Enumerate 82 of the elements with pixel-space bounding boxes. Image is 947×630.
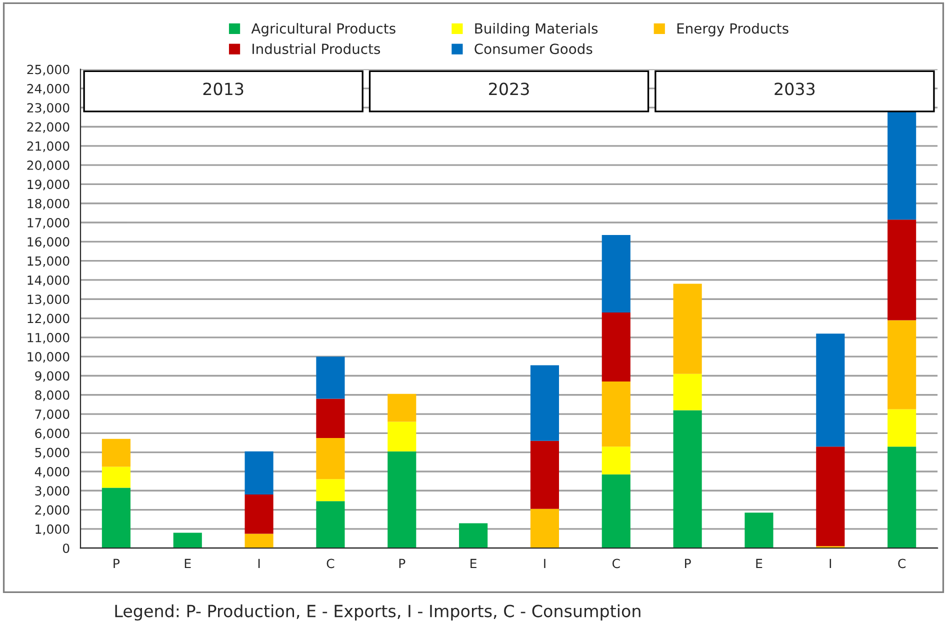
bar: [244, 534, 274, 548]
bar: [673, 284, 702, 374]
bar: [888, 446, 916, 548]
y-tick-label: 5,000: [35, 448, 70, 459]
x-tick-label: C: [612, 558, 620, 568]
x-tick-label: I: [258, 558, 260, 568]
x-tick-label: E: [184, 558, 191, 568]
bar: [673, 410, 702, 548]
bar: [459, 523, 488, 548]
bar: [816, 334, 845, 447]
legend-label: Consumer Goods: [474, 43, 592, 54]
bar: [102, 466, 130, 488]
bar: [888, 220, 916, 320]
bar: [602, 312, 630, 382]
annotation: 2023: [489, 82, 529, 96]
y-tick-label: 7,000: [35, 410, 70, 420]
bar: [316, 398, 345, 438]
bar: [102, 488, 130, 548]
y-tick-label: 14,000: [28, 275, 70, 286]
y-tick-label: 8,000: [35, 390, 70, 402]
y-tick-label: 0: [62, 544, 70, 554]
bar: [530, 508, 560, 548]
bar: [388, 422, 416, 452]
bar: [316, 501, 345, 548]
legend-label: Industrial Products: [252, 43, 380, 54]
y-tick-label: 23,000: [27, 103, 70, 114]
y-tick-label: 4,000: [34, 466, 70, 478]
x-tick-label: P: [399, 558, 406, 568]
x-tick-label: P: [685, 558, 691, 568]
x-tick-label: P: [114, 558, 120, 568]
y-tick-label: 2,000: [35, 505, 70, 516]
y-tick-label: 24,000: [27, 84, 70, 95]
y-tick-label: 18,000: [28, 198, 70, 210]
x-tick-label: I: [544, 558, 546, 568]
bar: [602, 234, 630, 313]
bar: [888, 409, 916, 447]
bar: [102, 438, 130, 467]
y-tick-label: 1,000: [36, 524, 70, 536]
bar: [244, 451, 274, 494]
bar: [388, 451, 416, 548]
bar: [673, 374, 702, 410]
bar: [888, 110, 916, 220]
text: Legend: P- Production, E - Exports, I - Imports, C - Consumption: [115, 604, 640, 621]
bar: [888, 320, 916, 410]
x-tick-label: I: [830, 558, 832, 568]
legend-label: Agricultural Products: [251, 22, 396, 36]
y-tick-label: 15,000: [28, 256, 70, 268]
y-tick-label: 22,000: [27, 122, 70, 133]
y-tick-label: 19,000: [28, 180, 70, 190]
y-tick-label: 17,000: [28, 218, 70, 229]
bar: [388, 394, 416, 422]
y-tick-label: 20,000: [27, 160, 70, 172]
x-tick-label: E: [756, 558, 762, 568]
y-tick-label: 16,000: [28, 237, 70, 248]
bar: [316, 479, 345, 502]
x-tick-label: E: [470, 558, 476, 568]
y-tick-label: 25,000: [27, 64, 70, 76]
y-tick-label: 6,000: [35, 428, 70, 440]
y-tick-label: 10,000: [28, 352, 70, 363]
legend-label: Building Materials: [475, 22, 598, 36]
y-tick-label: 12,000: [28, 314, 70, 324]
bar: [602, 474, 630, 548]
bar: [316, 356, 345, 399]
bar: [602, 381, 630, 447]
y-tick-label: 9,000: [35, 371, 70, 382]
bar: [530, 440, 560, 509]
x-tick-label: C: [326, 558, 334, 568]
y-tick-label: 11,000: [28, 332, 70, 344]
bar: [173, 532, 202, 548]
bar: [816, 446, 845, 546]
bar: [744, 512, 774, 548]
annotation: 2013: [203, 82, 244, 96]
y-tick-label: 21,000: [27, 141, 70, 152]
y-tick-label: 13,000: [28, 294, 70, 306]
legend-label: Energy Products: [677, 22, 788, 36]
bar: [602, 446, 630, 474]
bar: [244, 494, 274, 534]
bar: [316, 438, 345, 480]
bar: [530, 365, 560, 441]
annotation: 2033: [774, 82, 815, 96]
x-tick-label: C: [898, 558, 906, 568]
y-tick-label: 3,000: [35, 486, 70, 497]
